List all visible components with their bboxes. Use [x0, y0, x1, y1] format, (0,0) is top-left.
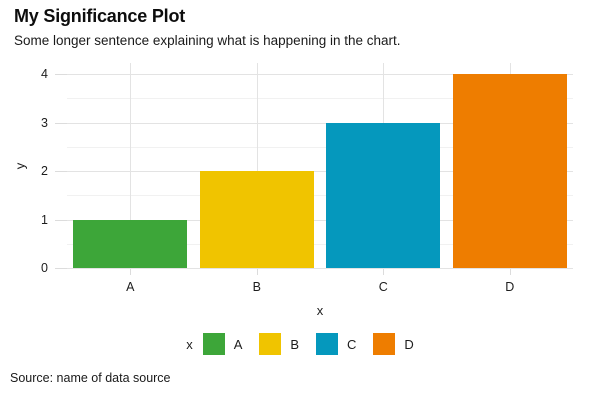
x-tick-mark: [130, 269, 131, 275]
x-tick-mark: [510, 269, 511, 275]
y-tick-label: 0: [41, 261, 48, 275]
y-tick-label: 1: [41, 212, 48, 227]
h-gridline-minor: [67, 243, 573, 245]
legend-label: B: [290, 336, 300, 352]
legend-label: D: [404, 336, 414, 352]
legend-entry-A: A: [202, 333, 243, 355]
x-tick-label: D: [505, 280, 515, 294]
legend-title: x: [186, 336, 193, 352]
y-tick-label: 4: [41, 67, 48, 81]
h-gridline-major: [67, 268, 573, 269]
x-tick-mark: [257, 269, 258, 275]
plot-panel: [67, 63, 573, 269]
legend-swatch: [316, 333, 339, 355]
x-tick-label: C: [378, 280, 388, 294]
x-tick-label: A: [126, 280, 135, 294]
legend-label: A: [233, 336, 243, 352]
h-gridline-minor: [67, 146, 573, 148]
x-axis-title: x: [316, 303, 324, 318]
legend-swatch: [373, 333, 396, 355]
bar-B[interactable]: [200, 171, 314, 268]
y-tick-mark: [55, 171, 67, 172]
h-gridline-minor: [67, 195, 573, 197]
h-gridline-minor: [67, 98, 573, 100]
x-tick-mark: [383, 269, 384, 275]
y-tick-mark: [55, 74, 67, 75]
chart-title: My Significance Plot: [14, 6, 186, 26]
legend-label: C: [347, 336, 357, 352]
y-tick-mark: [55, 268, 67, 269]
legend-entry-D: D: [373, 333, 414, 355]
h-gridline-major: [67, 74, 573, 75]
v-gridline: [257, 63, 258, 268]
legend-swatch: [202, 333, 225, 355]
bar-D[interactable]: [453, 74, 567, 268]
y-axis-title: y: [12, 162, 28, 170]
bar-A[interactable]: [73, 219, 187, 268]
legend-entry-B: B: [259, 333, 299, 355]
legend-entry-C: C: [316, 333, 356, 355]
h-gridline-major: [67, 219, 573, 221]
y-tick-mark: [55, 219, 67, 221]
chart-subtitle: Some longer sentence explaining what is …: [14, 33, 401, 48]
y-tick-label: 3: [41, 115, 48, 130]
h-gridline-major: [67, 122, 573, 124]
y-tick-mark: [55, 122, 67, 124]
legend-entries: A B C D: [202, 333, 414, 355]
source-note: Source: name of data source: [10, 371, 171, 385]
v-gridline: [130, 63, 131, 268]
legend-swatch: [259, 333, 282, 355]
y-tick-label: 2: [41, 164, 48, 178]
x-tick-label: B: [252, 280, 261, 294]
h-gridline-major: [67, 171, 573, 172]
bar-C[interactable]: [326, 122, 440, 268]
